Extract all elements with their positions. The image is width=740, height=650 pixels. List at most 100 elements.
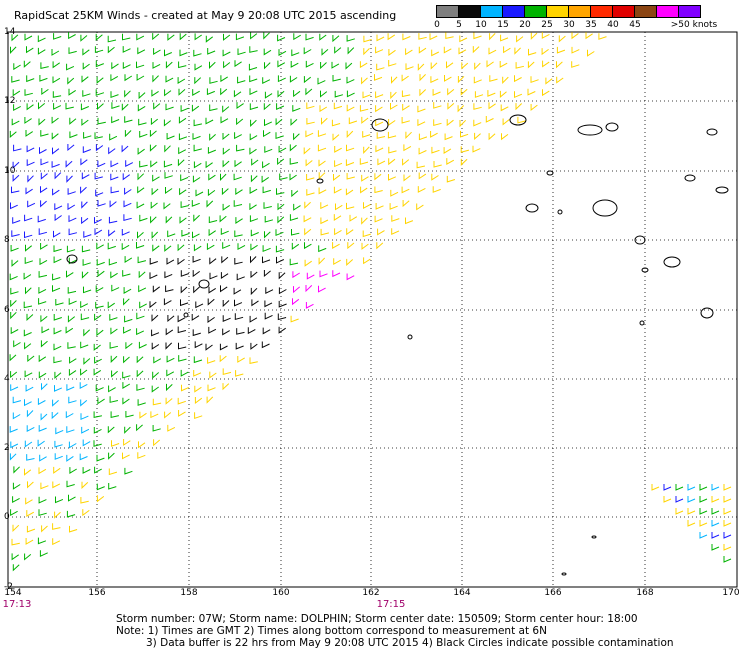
wind-barb (40, 172, 48, 180)
colorbar-label: >50 knots (670, 20, 718, 30)
wind-barb (10, 371, 18, 379)
wind-barb (290, 61, 299, 68)
wind-barb (193, 286, 200, 294)
island-outline (641, 267, 649, 273)
island-outline (183, 312, 189, 318)
wind-barb (164, 89, 172, 97)
wind-barb (501, 133, 509, 141)
longitude-tick-label: 166 (544, 588, 562, 598)
wind-barb (401, 74, 409, 82)
wind-barb (152, 425, 161, 432)
wind-barb (222, 242, 231, 250)
wind-barb (460, 146, 470, 153)
wind-barb (11, 553, 19, 561)
wind-barb (418, 147, 427, 155)
wind-barb (279, 173, 288, 181)
wind-barb (220, 285, 228, 293)
wind-barb (12, 524, 20, 532)
wind-barb (195, 189, 204, 197)
wind-barb (136, 242, 145, 249)
wind-barb (177, 159, 185, 167)
wind-barb (125, 160, 134, 168)
wind-barb (195, 301, 204, 309)
wind-barb (124, 315, 133, 323)
island-outline (525, 203, 539, 213)
wind-barb (149, 258, 158, 265)
wind-barb (318, 257, 326, 265)
wind-barb (26, 159, 35, 167)
wind-barb (236, 273, 245, 281)
wind-barb (26, 454, 35, 461)
wind-barb (13, 63, 21, 71)
longitude-tick-label: 162 (362, 588, 380, 598)
wind-barb (489, 75, 498, 82)
wind-barb (417, 119, 426, 127)
wind-barb (26, 103, 34, 111)
wind-barb (152, 33, 160, 41)
wind-barb (38, 425, 47, 432)
longitude-tick-label: 158 (180, 588, 198, 598)
wind-barb (94, 228, 103, 236)
wind-barb (136, 328, 145, 336)
wind-barb (167, 33, 175, 41)
wind-barb (249, 187, 258, 194)
wind-barb (54, 203, 63, 211)
wind-barb (41, 383, 48, 391)
wind-barb (516, 35, 524, 43)
wind-barb (277, 203, 285, 211)
wind-barb (249, 88, 258, 96)
wind-barb (387, 33, 396, 41)
wind-barb (723, 556, 732, 563)
wind-barb (723, 508, 732, 515)
wind-barb (264, 216, 274, 223)
wind-barb (194, 412, 203, 419)
wind-barb (69, 467, 77, 474)
wind-barb (305, 33, 314, 41)
wind-barb (403, 174, 411, 182)
wind-barb (122, 382, 131, 389)
island-outline (557, 209, 563, 215)
wind-barb (178, 355, 187, 362)
wind-barb (390, 103, 398, 110)
wind-barb (306, 189, 315, 196)
wind-barb (361, 217, 368, 225)
wind-barb (306, 118, 315, 125)
wind-barb (332, 133, 340, 141)
wind-barb (220, 75, 228, 83)
wind-barb (94, 132, 103, 140)
wind-barb (37, 35, 46, 43)
wind-barb (40, 340, 48, 348)
wind-barb (514, 91, 523, 99)
wind-barb (208, 216, 218, 224)
wind-barb (27, 175, 34, 183)
wind-barb (53, 343, 62, 351)
island-outline (591, 535, 597, 539)
wind-barb (68, 32, 76, 40)
island-outline (634, 235, 646, 245)
wind-barb (305, 88, 313, 96)
wind-barb (12, 482, 21, 490)
wind-barb (97, 270, 105, 278)
wind-barb (723, 484, 732, 491)
wind-barb (417, 186, 426, 193)
wind-barb (153, 102, 161, 110)
wind-barb (222, 147, 231, 155)
wind-barb (110, 74, 119, 82)
wind-barb (108, 483, 117, 490)
wind-barb (11, 186, 20, 194)
wind-barb (556, 76, 564, 84)
wind-barb (107, 35, 117, 43)
wind-barb (556, 46, 566, 54)
wind-barb (289, 144, 297, 152)
wind-barb (27, 355, 35, 363)
wind-barb (447, 88, 455, 96)
wind-barb (10, 327, 19, 335)
wind-barb (192, 133, 201, 140)
wind-barb (262, 186, 271, 194)
wind-barb (473, 103, 482, 110)
wind-barb (123, 356, 130, 364)
wind-barb (37, 215, 46, 223)
wind-barb (178, 410, 186, 417)
wind-barb (235, 188, 243, 196)
wind-barb (237, 76, 246, 84)
